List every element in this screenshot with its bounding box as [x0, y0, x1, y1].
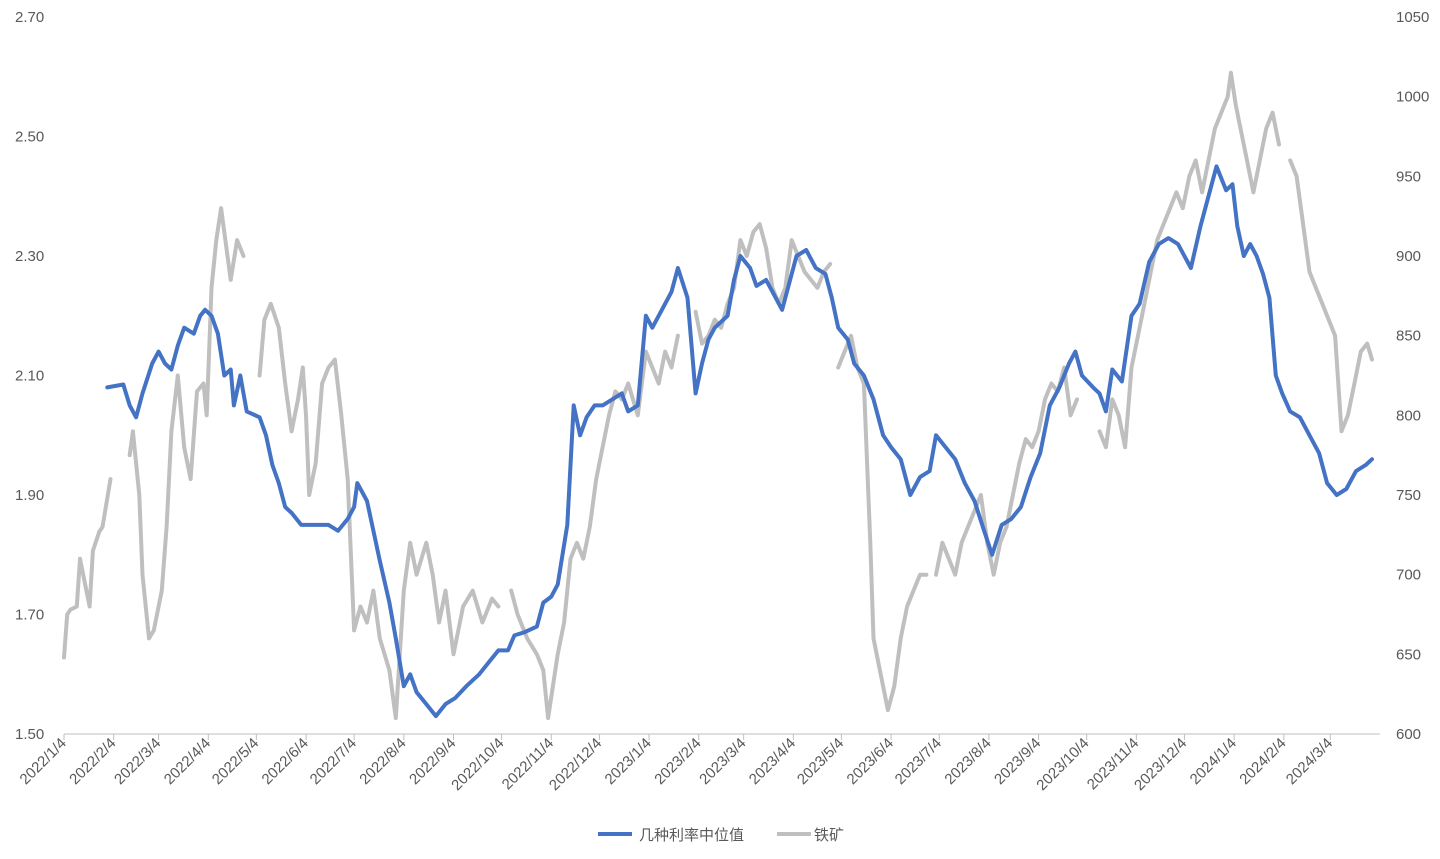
right-axis-tick: 1050 — [1396, 9, 1429, 26]
series-line-iron-ore — [62, 70, 1374, 721]
legend-label-rate: 几种利率中位值 — [639, 826, 744, 844]
x-axis-tick: 2022/3/4 — [111, 735, 164, 788]
right-axis-tick: 900 — [1396, 248, 1421, 265]
left-axis-tick: 1.50 — [15, 726, 44, 743]
x-axis-tick: 2022/2/4 — [66, 735, 119, 788]
x-axis-tick: 2023/4/4 — [746, 735, 799, 788]
left-axis-tick: 1.90 — [15, 487, 44, 504]
left-axis-tick: 1.70 — [15, 607, 44, 624]
left-axis-tick-labels: 1.50 1.70 1.90 2.10 2.30 2.50 2.70 — [15, 9, 44, 743]
x-axis-tick: 2023/6/4 — [844, 735, 897, 788]
x-axis-tick: 2023/10/4 — [1033, 735, 1092, 794]
left-axis-tick: 2.30 — [15, 248, 44, 265]
x-axis-tick: 2023/7/4 — [892, 735, 945, 788]
right-axis-tick: 700 — [1396, 567, 1421, 584]
right-axis-tick: 650 — [1396, 646, 1421, 663]
right-axis-tick-labels: 600 650 700 750 800 850 900 950 1000 1050 — [1396, 9, 1429, 743]
x-axis-tick: 2022/6/4 — [259, 735, 312, 788]
x-axis-tick: 2022/10/4 — [448, 735, 507, 794]
x-axis-tick-labels: 2022/1/42022/2/42022/3/42022/4/42022/5/4… — [17, 734, 1336, 794]
x-axis-tick: 2022/8/4 — [356, 735, 409, 788]
right-axis-tick: 800 — [1396, 407, 1421, 424]
right-axis-tick: 850 — [1396, 328, 1421, 345]
series-layer — [62, 70, 1374, 721]
x-axis-tick: 2022/5/4 — [209, 735, 262, 788]
left-axis-tick: 2.70 — [15, 9, 44, 26]
x-axis-tick: 2024/3/4 — [1283, 735, 1336, 788]
x-axis-tick: 2023/12/4 — [1131, 735, 1190, 794]
x-axis-tick: 2024/2/4 — [1236, 735, 1289, 788]
legend: 几种利率中位值 铁矿 — [598, 826, 844, 844]
x-axis-tick: 2023/3/4 — [696, 735, 749, 788]
x-axis-tick: 2023/2/4 — [651, 735, 704, 788]
x-axis-tick: 2023/5/4 — [794, 735, 847, 788]
x-axis-tick: 2023/8/4 — [941, 735, 994, 788]
x-axis-tick: 2022/4/4 — [161, 735, 214, 788]
x-axis-tick: 2022/7/4 — [307, 735, 360, 788]
right-axis-tick: 750 — [1396, 487, 1421, 504]
right-axis-tick: 600 — [1396, 726, 1421, 743]
x-axis-tick: 2022/12/4 — [546, 735, 605, 794]
series-line-rate — [105, 164, 1374, 719]
x-axis-tick: 2024/1/4 — [1187, 735, 1240, 788]
left-axis-tick: 2.50 — [15, 129, 44, 146]
right-axis-tick: 950 — [1396, 168, 1421, 185]
legend-label-iron-ore: 铁矿 — [814, 826, 844, 844]
x-axis-tick: 2023/1/4 — [602, 735, 655, 788]
right-axis-tick: 1000 — [1396, 89, 1429, 106]
left-axis-tick: 2.10 — [15, 368, 44, 385]
